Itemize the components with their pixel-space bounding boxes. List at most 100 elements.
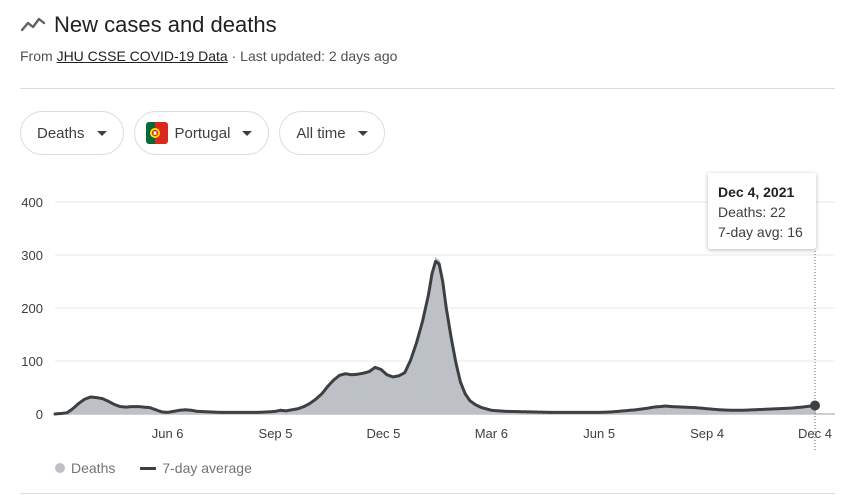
deaths-bar [625,410,628,414]
deaths-bar [736,410,738,414]
deaths-bar [337,375,340,414]
deaths-bar [325,387,328,414]
deaths-bar [795,407,797,414]
deaths-bar [188,410,190,414]
deaths-bar [84,398,86,414]
deaths-bar [312,400,315,414]
deaths-bar [429,285,431,414]
deaths-bar [808,406,810,414]
deaths-bar [706,408,708,414]
deaths-bar [770,409,773,414]
deaths-bar [685,406,687,414]
deaths-bar [726,410,729,414]
metric-label: Deaths [37,124,85,142]
deaths-bar [72,408,74,414]
deaths-bar [698,407,700,414]
divider [20,88,835,89]
deaths-bar [369,369,372,414]
deaths-bar [453,354,456,414]
deaths-bar [360,372,362,414]
deaths-bar [662,406,665,414]
deaths-bar [366,371,368,414]
deaths-bar [439,266,442,414]
x-tick-label: Dec 5 [366,426,400,441]
deaths-bar [769,409,771,414]
legend-average-swatch [140,466,157,470]
deaths-bar [187,409,189,414]
deaths-bar [110,402,112,414]
metric-dropdown[interactable]: Deaths [20,111,124,155]
x-tick-label: Jun 5 [583,426,615,441]
deaths-bar [130,406,132,414]
x-tick-label: Dec 4 [798,426,832,441]
deaths-bar [298,408,301,414]
deaths-bar [668,406,671,414]
deaths-bar [292,409,295,414]
chart-legend: Deaths 7-day average [55,460,252,476]
deaths-bar [107,400,110,414]
deaths-bar [748,410,750,414]
deaths-bar [783,408,786,414]
deaths-bar [136,406,138,414]
deaths-bar [76,403,79,414]
x-tick-label: Mar 6 [475,426,508,441]
deaths-bar [762,409,764,414]
deaths-bar [336,376,339,414]
deaths-bar [350,374,353,414]
deaths-bar [640,409,642,414]
deaths-bar [375,366,378,414]
deaths-bar [634,409,636,414]
deaths-bar [729,410,731,414]
deaths-bar [471,402,474,414]
deaths-bar [124,407,126,414]
deaths-bar [763,409,765,414]
deaths-bar [282,410,284,414]
deaths-bar [79,401,81,414]
deaths-bar [329,383,331,414]
average-line [53,259,817,416]
deaths-bar [92,396,94,414]
deaths-bar [794,407,796,414]
deaths-bar [81,399,84,414]
country-dropdown[interactable]: Portugal [133,111,270,155]
deaths-bar [751,409,754,414]
deaths-bar [694,407,697,414]
deaths-bar [75,404,78,414]
deaths-bar [749,409,751,414]
deaths-bar [789,408,791,414]
deaths-bar [798,407,801,414]
deaths-bar [151,408,154,414]
deaths-bar [624,410,627,414]
x-tick-label: Jun 6 [152,426,184,441]
deaths-bar [296,408,298,414]
deaths-bar [290,409,292,414]
deaths-bar [176,410,179,414]
tooltip-average: 7-day avg: 16 [718,224,803,240]
source-link[interactable]: JHU CSSE COVID-19 Data [56,48,228,64]
filter-bar: Deaths Portugal All time [20,111,385,155]
deaths-bar [368,370,371,414]
deaths-bar [458,376,461,414]
deaths-bar [775,408,777,414]
y-tick-label: 200 [21,301,43,316]
deaths-bar [700,408,703,414]
deaths-bar [746,410,749,414]
deaths-bar [305,405,308,414]
deaths-bar [309,403,311,414]
deaths-bar [405,368,407,414]
deaths-bar [123,406,125,414]
deaths-bar [688,407,691,414]
time-range-dropdown[interactable]: All time [279,111,385,155]
deaths-bar [449,327,451,414]
deaths-bar [111,402,113,414]
deaths-bar [193,410,195,414]
deaths-bar [734,410,737,414]
divider [20,493,835,494]
deaths-bar [781,408,783,414]
dropdown-arrow-icon [357,130,368,136]
deaths-bar [774,408,776,414]
deaths-bar [150,408,152,414]
deaths-bar [133,406,136,414]
deaths-bar [105,399,107,414]
